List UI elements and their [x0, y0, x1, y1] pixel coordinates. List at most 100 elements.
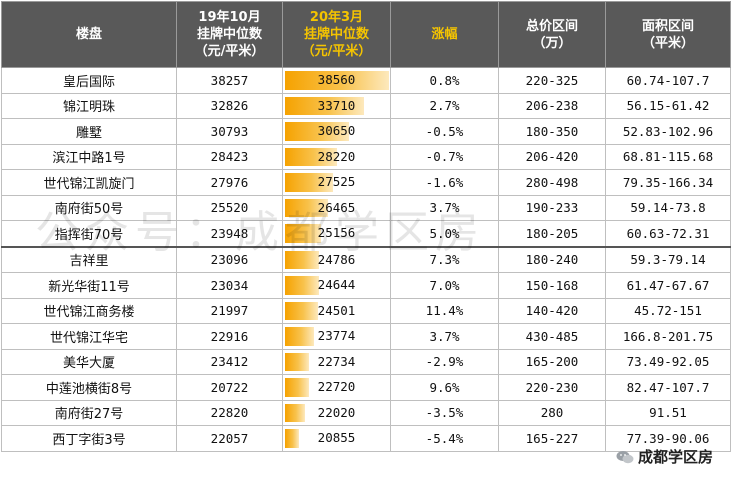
- cell-change: 2.7%: [390, 92, 499, 119]
- cell-oct: 20722: [176, 374, 283, 401]
- table-row: 锦江明珠 32826 33710 2.7% 206-238 56.15-61.42: [1, 92, 731, 119]
- cell-name: 锦江明珠: [1, 92, 177, 119]
- price-table: 楼盘 19年10月 挂牌中位数 （元/平米） 20年3月 挂牌中位数 （元/平米…: [1, 1, 731, 452]
- cell-mar: 27525: [282, 169, 391, 196]
- table-row: 滨江中路1号 28423 28220 -0.7% 206-420 68.81-115.68: [1, 143, 731, 170]
- cell-name: 世代锦江凯旋门: [1, 169, 177, 196]
- cell-mar-value: 30650: [317, 123, 356, 139]
- cell-name: 西丁字街3号: [1, 425, 177, 452]
- header-area-line1: 面积区间: [641, 18, 694, 34]
- cell-mar-value: 33710: [317, 97, 356, 113]
- cell-oct: 22057: [176, 425, 283, 452]
- wechat-icon: [616, 450, 634, 463]
- cell-change: 9.6%: [390, 374, 499, 401]
- data-bar: [285, 378, 309, 397]
- cell-change: -0.5%: [390, 118, 499, 145]
- data-bar: [285, 403, 306, 422]
- cell-oct: 23096: [176, 245, 283, 273]
- data-bar: [285, 96, 365, 115]
- data-bar: [285, 147, 337, 166]
- table-row: 世代锦江商务楼 21997 24501 11.4% 140-420 45.72-151: [1, 297, 731, 324]
- header-oct-line1: 19年10月: [198, 10, 261, 25]
- cell-change: 3.7%: [390, 323, 499, 350]
- cell-mar: 30650: [282, 118, 391, 145]
- cell-name: 世代锦江华宅: [1, 323, 177, 350]
- cell-name: 南府街50号: [1, 194, 177, 221]
- cell-mar-value: 26465: [317, 199, 356, 215]
- table-row: 皇后国际 38257 38560 0.8% 220-325 60.74-107.7: [1, 67, 731, 94]
- header-mar-line3: （元/平米）: [301, 44, 372, 59]
- cell-mar: 25156: [282, 220, 391, 247]
- cell-change: -1.6%: [390, 169, 499, 196]
- cell-area: 91.51: [605, 399, 731, 426]
- header-area: 面积区间 （平米）: [605, 1, 731, 68]
- cell-mar-value: 22720: [317, 379, 356, 395]
- cell-mar: 26465: [282, 194, 391, 221]
- cell-area: 45.72-151: [605, 297, 731, 324]
- table-row: 新光华街11号 23034 24644 7.0% 150-168 61.47-67.67: [1, 272, 731, 299]
- brand-badge: 成都学区房: [616, 446, 713, 467]
- cell-total: 150-168: [498, 272, 606, 299]
- table-row: 吉祥里 23096 24786 7.3% 180-240 59.3-79.14: [1, 245, 731, 273]
- cell-change: 7.0%: [390, 272, 499, 299]
- header-total-line2: （万）: [532, 35, 572, 51]
- header-oct: 19年10月 挂牌中位数 （元/平米）: [176, 1, 283, 68]
- cell-oct: 23412: [176, 348, 283, 375]
- cell-area: 79.35-166.34: [605, 169, 731, 196]
- cell-total: 180-240: [498, 245, 606, 273]
- cell-mar-value: 23774: [317, 328, 356, 344]
- cell-change: -3.5%: [390, 399, 499, 426]
- cell-change: 7.3%: [390, 245, 499, 273]
- cell-oct: 32826: [176, 92, 283, 119]
- table-row: 世代锦江凯旋门 27976 27525 -1.6% 280-498 79.35-166.3…: [1, 169, 731, 196]
- table-row: 美华大厦 23412 22734 -2.9% 165-200 73.49-92.05: [1, 348, 731, 375]
- cell-name: 滨江中路1号: [1, 143, 177, 170]
- table-row: 世代锦江华宅 22916 23774 3.7% 430-485 166.8-201.75: [1, 323, 731, 350]
- table-row: 南府街27号 22820 22020 -3.5% 280 91.51: [1, 399, 731, 426]
- cell-mar: 23774: [282, 323, 391, 350]
- cell-total: 190-233: [498, 194, 606, 221]
- data-bar: [285, 224, 322, 243]
- cell-oct: 23948: [176, 220, 283, 247]
- data-bar: [285, 122, 349, 141]
- cell-mar: 28220: [282, 143, 391, 170]
- cell-area: 52.83-102.96: [605, 118, 731, 145]
- cell-change: 0.8%: [390, 67, 499, 94]
- cell-mar-value: 24501: [317, 302, 356, 318]
- cell-total: 220-325: [498, 67, 606, 94]
- table-row: 雕墅 30793 30650 -0.5% 180-350 52.83-102.96: [1, 118, 731, 145]
- cell-total: 180-205: [498, 220, 606, 247]
- cell-mar: 22020: [282, 399, 391, 426]
- cell-total: 140-420: [498, 297, 606, 324]
- cell-name: 美华大厦: [1, 348, 177, 375]
- cell-area: 56.15-61.42: [605, 92, 731, 119]
- cell-mar-value: 22734: [317, 353, 356, 369]
- cell-oct: 22916: [176, 323, 283, 350]
- cell-mar-value: 28220: [317, 148, 356, 164]
- cell-oct: 28423: [176, 143, 283, 170]
- cell-oct: 23034: [176, 272, 283, 299]
- cell-change: -5.4%: [390, 425, 499, 452]
- cell-area: 82.47-107.7: [605, 374, 731, 401]
- cell-change: 11.4%: [390, 297, 499, 324]
- header-mar-line2: 挂牌中位数: [303, 27, 369, 42]
- cell-area: 61.47-67.67: [605, 272, 731, 299]
- header-name: 楼盘: [1, 1, 177, 68]
- cell-mar: 24501: [282, 297, 391, 324]
- cell-total: 165-227: [498, 425, 606, 452]
- cell-oct: 27976: [176, 169, 283, 196]
- cell-mar: 24644: [282, 272, 391, 299]
- cell-area: 59.3-79.14: [605, 245, 731, 273]
- cell-mar: 22720: [282, 374, 391, 401]
- cell-mar-value: 24786: [317, 251, 356, 267]
- cell-change: -0.7%: [390, 143, 499, 170]
- data-bar: [285, 301, 318, 320]
- cell-name: 中莲池横街8号: [1, 374, 177, 401]
- cell-name: 指挥街70号: [1, 220, 177, 247]
- cell-name: 世代锦江商务楼: [1, 297, 177, 324]
- cell-total: 180-350: [498, 118, 606, 145]
- cell-total: 220-230: [498, 374, 606, 401]
- data-bar: [285, 429, 300, 448]
- brand-text: 成都学区房: [637, 448, 713, 466]
- cell-area: 77.39-90.06: [605, 425, 731, 452]
